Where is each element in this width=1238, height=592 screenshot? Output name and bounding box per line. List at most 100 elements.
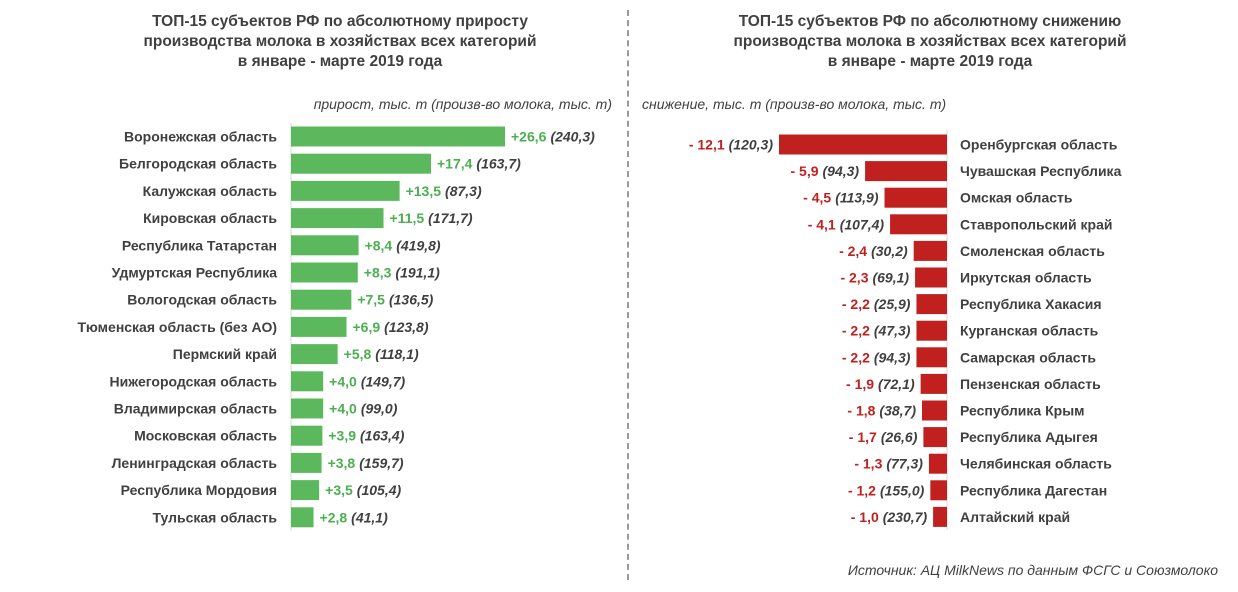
right-bar xyxy=(913,240,947,261)
right-value-label: - 1,7 xyxy=(849,429,877,445)
left-bar xyxy=(291,480,320,501)
left-value-label: +3,5 xyxy=(325,482,353,498)
left-bar xyxy=(291,344,338,365)
right-production-label: (69,1) xyxy=(872,270,909,286)
right-bar xyxy=(928,453,947,474)
right-bar xyxy=(922,400,947,421)
left-bar xyxy=(291,126,505,147)
right-value-label: - 2,3 xyxy=(840,270,868,286)
right-production-label: (107,4) xyxy=(840,216,885,232)
right-category-label: Оренбургская область xyxy=(960,137,1118,153)
left-value-label: +26,6 xyxy=(511,129,547,145)
left-production-label: (87,3) xyxy=(445,183,482,199)
right-value-label: - 1,0 xyxy=(851,509,879,525)
left-bar xyxy=(291,180,400,201)
right-production-label: (94,3) xyxy=(874,349,911,365)
left-category-label: Республика Татарстан xyxy=(122,237,277,253)
right-production-label: (155,0) xyxy=(880,482,925,498)
left-production-label: (118,1) xyxy=(375,346,419,362)
right-title-line-3: в январе - марте 2019 года xyxy=(827,53,1033,70)
right-bar xyxy=(916,320,947,341)
right-production-label: (77,3) xyxy=(886,456,923,472)
left-value-label: +4,0 xyxy=(329,401,357,417)
left-production-label: (171,7) xyxy=(428,210,473,226)
left-value-label: +8,3 xyxy=(364,265,392,281)
left-category-label: Владимирская область xyxy=(114,401,278,417)
right-category-label: Республика Дагестан xyxy=(960,482,1107,498)
right-title-line-1: ТОП-15 субъектов РФ по абсолютному сниже… xyxy=(738,13,1122,30)
left-production-label: (149,7) xyxy=(361,373,406,389)
right-value-label: - 1,8 xyxy=(847,403,875,419)
left-chart-title: ТОП-15 субъектов РФ по абсолютному приро… xyxy=(80,12,600,72)
left-production-label: (41,1) xyxy=(351,509,388,525)
right-category-label: Ставропольский край xyxy=(960,216,1112,232)
left-category-label: Тульская область xyxy=(152,509,277,525)
left-bar xyxy=(291,153,431,174)
left-production-label: (419,8) xyxy=(396,237,441,253)
left-bar xyxy=(291,452,322,473)
left-title-line-2: производства молока в хозяйствах всех ка… xyxy=(143,33,537,50)
left-production-label: (240,3) xyxy=(550,129,595,145)
right-category-label: Смоленская область xyxy=(960,243,1105,259)
left-category-label: Кировская область xyxy=(143,210,277,226)
left-category-label: Воронежская область xyxy=(124,129,277,145)
right-bar xyxy=(933,506,947,527)
right-production-label: (94,3) xyxy=(823,163,860,179)
source-note: Источник: АЦ MilkNews по данным ФСГС и С… xyxy=(847,562,1218,578)
left-value-label: +3,8 xyxy=(328,455,356,471)
left-value-label: +3,9 xyxy=(328,428,356,444)
right-bar xyxy=(920,373,947,394)
left-production-label: (191,1) xyxy=(395,265,440,281)
left-value-label: +11,5 xyxy=(390,210,425,226)
growth-bar-chart: Воронежская область +26,6 (240,3) Белгородс… xyxy=(78,122,595,532)
left-production-label: (163,7) xyxy=(476,156,521,172)
right-value-label: - 4,5 xyxy=(803,190,831,206)
left-production-label: (159,7) xyxy=(359,455,404,471)
right-value-label: - 2,2 xyxy=(842,296,870,312)
left-category-label: Нижегородская область xyxy=(110,373,278,389)
left-production-label: (99,0) xyxy=(361,401,398,417)
left-value-label: +6,9 xyxy=(353,319,381,335)
left-production-label: (105,4) xyxy=(357,482,402,498)
right-production-label: (113,9) xyxy=(835,190,879,206)
left-title-line-1: ТОП-15 субъектов РФ по абсолютному приро… xyxy=(152,13,528,30)
right-production-label: (38,7) xyxy=(879,403,916,419)
left-title-line-3: в январе - марте 2019 года xyxy=(237,53,443,70)
right-value-label: - 2,4 xyxy=(839,243,867,259)
left-category-label: Белгородская область xyxy=(119,156,277,172)
right-value-label: - 1,9 xyxy=(846,376,874,392)
right-unit-label: снижение, тыс. т (произв-во молока, тыс.… xyxy=(642,96,947,112)
right-production-label: (30,2) xyxy=(871,243,908,259)
right-value-label: - 2,2 xyxy=(842,323,870,339)
left-bar xyxy=(291,262,358,283)
right-production-label: (25,9) xyxy=(874,296,911,312)
right-production-label: (26,6) xyxy=(881,429,918,445)
left-bar xyxy=(291,425,323,446)
decline-bar-chart: Оренбургская область (120,3)- 12,1 Чувашск… xyxy=(689,129,1122,530)
left-category-label: Тюменская область (без АО) xyxy=(78,319,277,335)
right-value-label: - 4,1 xyxy=(808,216,836,232)
left-bar xyxy=(291,371,324,392)
right-category-label: Алтайский край xyxy=(960,509,1070,525)
right-bar xyxy=(779,134,947,155)
left-value-label: +4,0 xyxy=(329,373,357,389)
left-value-label: +5,8 xyxy=(344,346,372,362)
right-category-label: Чувашская Республика xyxy=(960,163,1122,179)
right-production-label: (72,1) xyxy=(878,376,915,392)
left-value-label: +2,8 xyxy=(320,509,348,525)
panel-divider xyxy=(627,10,629,580)
right-bar xyxy=(916,347,947,368)
right-value-label: - 1,2 xyxy=(848,482,876,498)
left-value-label: +13,5 xyxy=(406,183,442,199)
left-unit-label: прирост, тыс. т (произв-во молока, тыс. … xyxy=(313,96,612,112)
right-bar xyxy=(915,267,947,288)
right-category-label: Пензенская область xyxy=(960,376,1101,392)
left-production-label: (136,5) xyxy=(389,292,434,308)
left-bar xyxy=(291,208,384,229)
right-production-label: (47,3) xyxy=(874,323,911,339)
left-bar xyxy=(291,289,352,310)
right-bar xyxy=(865,161,947,182)
right-bar xyxy=(884,187,947,208)
right-category-label: Республика Адыгея xyxy=(960,429,1098,445)
left-category-label: Вологодская область xyxy=(127,292,277,308)
